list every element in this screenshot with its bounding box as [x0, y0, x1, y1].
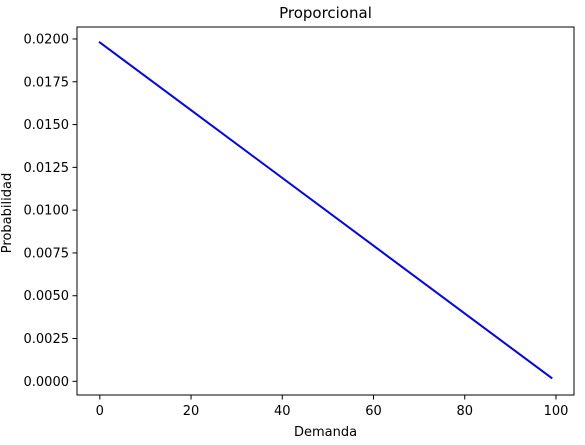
y-tick-label: 0.0050	[24, 289, 70, 304]
y-axis-title: Probabilidad	[0, 173, 15, 253]
y-tick-label: 0.0000	[24, 375, 70, 390]
x-tick-label: 20	[183, 404, 200, 419]
x-axis-ticks: 0 20 40 60 80 100	[96, 395, 569, 419]
series-line-1	[98, 41, 553, 380]
y-tick-label: 0.0125	[24, 161, 70, 176]
x-tick-label: 40	[274, 404, 291, 419]
y-tick-label: 0.0025	[24, 332, 70, 347]
y-tick-label: 0.0100	[24, 204, 70, 219]
series-layer	[98, 41, 553, 380]
y-tick-label: 0.0075	[24, 246, 70, 261]
axes-spines	[76, 26, 575, 396]
axes-frame	[76, 26, 575, 396]
x-tick-label: 100	[544, 404, 569, 419]
x-axis-title: Demanda	[294, 425, 357, 440]
x-tick-label: 60	[365, 404, 382, 419]
x-tick-label: 0	[96, 404, 104, 419]
y-tick-label: 0.0200	[24, 32, 70, 47]
y-tick-label: 0.0175	[24, 75, 70, 90]
y-axis-ticks: 0.0000 0.0025 0.0050 0.0075 0.0100 0.0125 0.01…	[24, 32, 77, 390]
x-tick-label: 80	[456, 404, 473, 419]
y-tick-label: 0.0150	[24, 118, 70, 133]
chart-title: Proporcional	[279, 4, 372, 22]
